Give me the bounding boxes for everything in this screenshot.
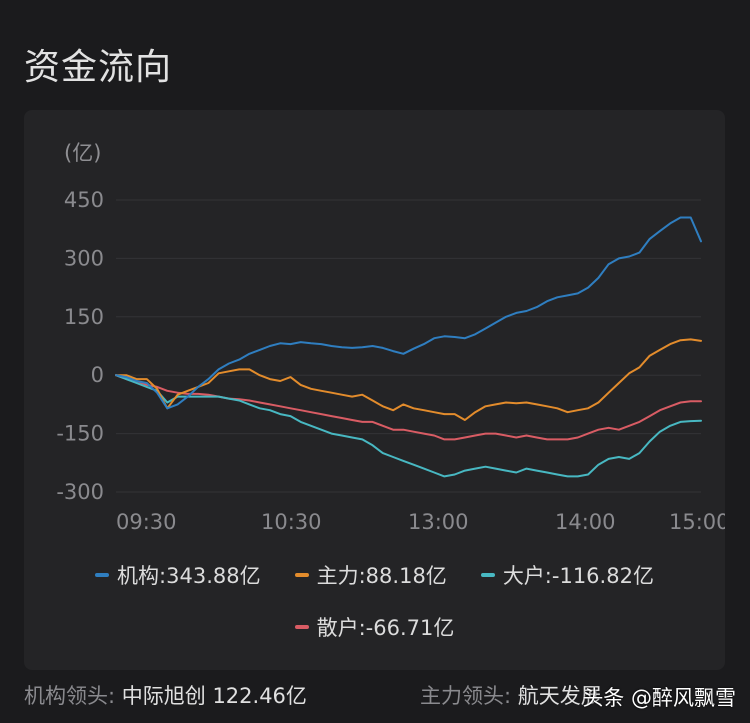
y-tick-label: 300 bbox=[64, 246, 104, 270]
x-tick-label: 09:30 bbox=[116, 510, 177, 534]
x-tick-label: 13:00 bbox=[408, 510, 469, 534]
x-tick-label: 10:30 bbox=[261, 510, 322, 534]
legend-swatch bbox=[95, 573, 110, 577]
main-force-leader-value: 航天发展 bbox=[517, 684, 602, 708]
x-tick-label: 15:00 bbox=[669, 510, 725, 534]
chart-legend: 机构:343.88亿 主力:88.18亿 大户:-116.82亿 散户:-66.71… bbox=[24, 560, 725, 664]
legend-label: 机构:343.88亿 bbox=[117, 564, 261, 588]
institution-leader-value: 中际旭创 122.46亿 bbox=[121, 684, 307, 708]
fund-flow-chart-card: (亿) 450 300 150 0 -150 -300 09:30 10:30 13:00 14:0… bbox=[24, 110, 725, 670]
institution-leader[interactable]: 机构领头: 中际旭创 122.46亿 bbox=[24, 680, 307, 710]
y-tick-label: 150 bbox=[64, 305, 104, 329]
y-tick-label: -300 bbox=[56, 480, 104, 504]
institution-leader-label: 机构领头: bbox=[24, 684, 116, 708]
y-unit-label: (亿) bbox=[64, 141, 101, 165]
legend-label: 主力:88.18亿 bbox=[316, 564, 447, 588]
main-force-leader[interactable]: 主力领头: 航天发展 bbox=[420, 680, 602, 710]
legend-swatch bbox=[294, 625, 309, 629]
legend-label: 散户:-66.71亿 bbox=[316, 616, 455, 640]
legend-swatch bbox=[294, 573, 309, 577]
legend-item-3[interactable]: 大户:-116.82亿 bbox=[480, 560, 654, 590]
series-line-2 bbox=[115, 338, 702, 421]
main-force-leader-label: 主力领头: bbox=[420, 684, 512, 708]
fund-flow-line-chart: (亿) 450 300 150 0 -150 -300 09:30 10:30 13:00 14:0… bbox=[56, 141, 725, 534]
series-line-3 bbox=[115, 374, 702, 478]
legend-item-4[interactable]: 散户:-66.71亿 bbox=[294, 612, 455, 642]
page-title: 资金流向 bbox=[24, 47, 173, 88]
legend-label: 大户:-116.82亿 bbox=[502, 564, 654, 588]
footer-leaders: 机构领头: 中际旭创 122.46亿 主力领头: 航天发展 bbox=[24, 680, 750, 723]
legend-swatch bbox=[480, 573, 495, 577]
legend-row: 散户:-66.71亿 bbox=[24, 612, 725, 642]
y-tick-label: -150 bbox=[56, 422, 104, 446]
x-tick-label: 14:00 bbox=[555, 510, 616, 534]
legend-item-1[interactable]: 机构:343.88亿 bbox=[95, 560, 261, 590]
y-tick-label: 450 bbox=[64, 188, 104, 212]
legend-row: 机构:343.88亿 主力:88.18亿 大户:-116.82亿 bbox=[24, 560, 725, 590]
watermark: 头条 @醉风飘雪 bbox=[582, 686, 736, 710]
legend-item-2[interactable]: 主力:88.18亿 bbox=[294, 560, 447, 590]
y-tick-label: 0 bbox=[91, 363, 104, 387]
series-line-1 bbox=[115, 216, 702, 410]
